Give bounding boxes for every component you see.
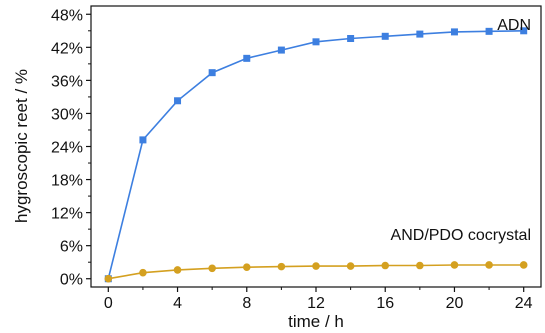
x-tick-label: 0 (104, 295, 113, 312)
y-tick-label: 0% (60, 272, 83, 289)
y-tick-label: 18% (51, 173, 83, 190)
plot-frame (90, 5, 542, 288)
data-point-and-pdo-cocrystal (139, 268, 147, 277)
data-point-and-pdo-cocrystal (173, 266, 182, 274)
data-point-adn (485, 27, 493, 35)
x-tick-label: 12 (307, 295, 325, 312)
x-tick-label: 24 (515, 295, 533, 312)
data-point-and-pdo-cocrystal (277, 262, 286, 271)
data-point-and-pdo-cocrystal (346, 262, 355, 270)
series-label-adn: ADN (497, 17, 531, 34)
data-point-adn (416, 30, 424, 38)
data-point-adn (520, 27, 528, 35)
y-axis-title: hygroscopic reet / % (12, 69, 31, 223)
data-point-and-pdo-cocrystal (485, 261, 493, 269)
data-point-and-pdo-cocrystal (242, 263, 251, 271)
x-tick-label: 4 (173, 295, 182, 312)
data-point-and-pdo-cocrystal (519, 261, 528, 269)
data-point-adn (208, 69, 216, 77)
data-point-and-pdo-cocrystal (381, 261, 390, 270)
series-layer (104, 27, 528, 283)
y-tick-label: 42% (51, 40, 83, 57)
data-point-adn (174, 97, 182, 105)
x-axis: 0 4 8 12 16 20 24 (104, 287, 533, 312)
y-tick-label: 48% (51, 7, 83, 24)
data-point-adn (347, 35, 355, 43)
y-tick-label: 36% (51, 73, 83, 90)
y-tick-label: 24% (51, 140, 83, 157)
x-tick-label: 20 (446, 295, 464, 312)
y-axis: 0% 6% 12% 18% 24% 30% 36% 42% 48% (51, 7, 91, 289)
data-point-and-pdo-cocrystal (312, 262, 320, 270)
x-tick-label: 16 (376, 295, 394, 312)
data-point-adn (312, 38, 320, 46)
x-tick-label: 8 (242, 295, 251, 312)
series-label-and-pdo-cocrystal: AND/PDO cocrystal (391, 227, 531, 244)
data-point-adn (381, 32, 389, 40)
data-point-and-pdo-cocrystal (104, 274, 113, 283)
data-point-adn (139, 136, 147, 144)
data-point-adn (243, 54, 251, 62)
data-point-adn (450, 28, 458, 36)
y-tick-label: 12% (51, 206, 83, 223)
data-point-and-pdo-cocrystal (208, 264, 216, 273)
data-point-and-pdo-cocrystal (450, 261, 459, 269)
x-axis-title: time / h (288, 312, 344, 331)
data-point-and-pdo-cocrystal (416, 261, 424, 270)
y-tick-label: 30% (51, 106, 83, 123)
data-point-adn (277, 46, 285, 54)
y-tick-label: 6% (60, 239, 83, 256)
